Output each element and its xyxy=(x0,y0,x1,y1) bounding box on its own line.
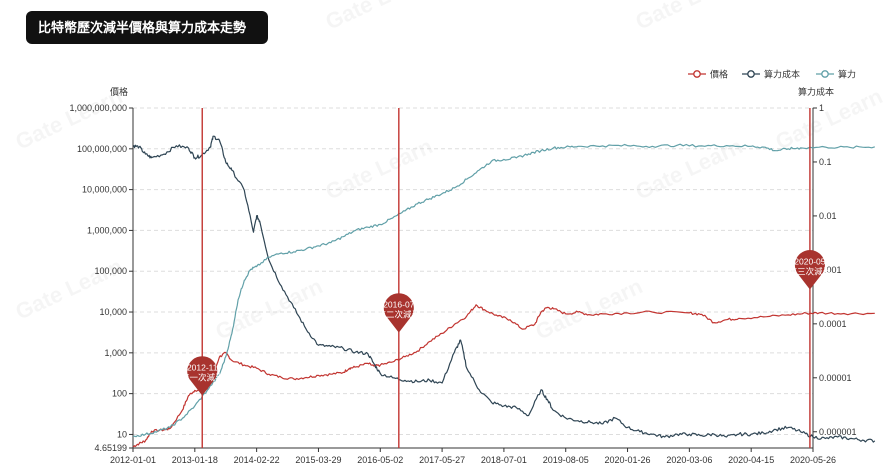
x-tick-label: 2020-03-06 xyxy=(666,455,712,465)
left-tick-label: 10 xyxy=(117,429,127,439)
chart-title: 比特幣歷次減半價格與算力成本走勢 xyxy=(26,11,268,44)
watermark-text: Gate Learn xyxy=(632,133,747,204)
right-tick-label: 0.01 xyxy=(819,211,837,221)
left-tick-label: 4.65199 xyxy=(94,443,127,453)
watermark-text: Gate Learn xyxy=(322,0,437,35)
left-tick-label: 10,000,000 xyxy=(82,185,127,195)
left-axis-title: 價格 xyxy=(110,86,128,97)
left-tick-label: 100,000 xyxy=(94,266,127,276)
halving-pin-label: 第三次減半 xyxy=(789,266,832,276)
x-tick-label: 2018-07-01 xyxy=(481,455,527,465)
legend-marker xyxy=(747,70,755,78)
series-line-算力 xyxy=(132,143,875,438)
legend-label: 算力 xyxy=(838,69,856,80)
halving-pin xyxy=(794,250,825,290)
x-tick-label: 2019-08-05 xyxy=(543,455,589,465)
x-tick-label: 2020-04-15 xyxy=(728,455,774,465)
left-tick-label: 10,000 xyxy=(99,307,127,317)
legend-marker xyxy=(821,70,829,78)
right-tick-label: 0.000001 xyxy=(819,427,857,437)
right-tick-label: 0.1 xyxy=(819,157,832,167)
x-tick-label: 2013-01-18 xyxy=(172,455,218,465)
x-tick-label: 2012-01-01 xyxy=(110,455,156,465)
halving-pin-date: 2012-11 xyxy=(187,363,218,373)
watermark-text: Gate Learn xyxy=(632,0,747,35)
x-tick-label: 2020-01-26 xyxy=(605,455,651,465)
halving-pin xyxy=(383,293,414,333)
right-tick-label: 0.0001 xyxy=(819,319,847,329)
left-tick-label: 1,000 xyxy=(104,348,127,358)
watermark-layer: Gate Learn Gate Learn Gate Learn Gate Learn… xyxy=(12,0,885,345)
left-tick-label: 100 xyxy=(112,389,127,399)
right-tick-label: 0.001 xyxy=(819,265,842,275)
left-tick-label: 1,000,000,000 xyxy=(69,103,127,113)
right-tick-label: 0.00001 xyxy=(819,373,852,383)
axes: 1,000,000,000 100,000,000 10,000,000 1,000,… xyxy=(69,86,856,465)
right-tick-label: 1 xyxy=(819,103,824,113)
halving-pin-label: 第一次減半 xyxy=(181,373,224,383)
legend-label: 算力成本 xyxy=(764,69,800,80)
x-tick-label: 2020-05-26 xyxy=(790,455,836,465)
x-tick-label: 2017-05-27 xyxy=(419,455,465,465)
legend[interactable]: 價格 算力成本 算力 xyxy=(688,69,856,80)
right-axis-title: 算力成本 xyxy=(798,86,834,97)
watermark-text: Gate Learn xyxy=(532,273,647,344)
series-lines xyxy=(132,135,876,448)
x-tick-label: 2014-02-22 xyxy=(234,455,280,465)
series-line-算力成本 xyxy=(133,135,876,443)
series-line-價格 xyxy=(132,304,875,448)
watermark-text: Gate Learn xyxy=(322,133,437,204)
halving-pin-date: 2020-05 xyxy=(794,256,825,266)
halving-pin-date: 2016-07 xyxy=(383,300,414,310)
halving-pin-label: 第二次減半 xyxy=(378,310,421,320)
left-tick-label: 100,000,000 xyxy=(77,144,127,154)
x-tick-label: 2016-05-02 xyxy=(357,455,403,465)
left-tick-label: 1,000,000 xyxy=(87,225,127,235)
x-tick-label: 2015-03-29 xyxy=(295,455,341,465)
legend-label: 價格 xyxy=(710,69,728,80)
legend-marker xyxy=(693,70,701,78)
halving-pin xyxy=(187,356,218,396)
